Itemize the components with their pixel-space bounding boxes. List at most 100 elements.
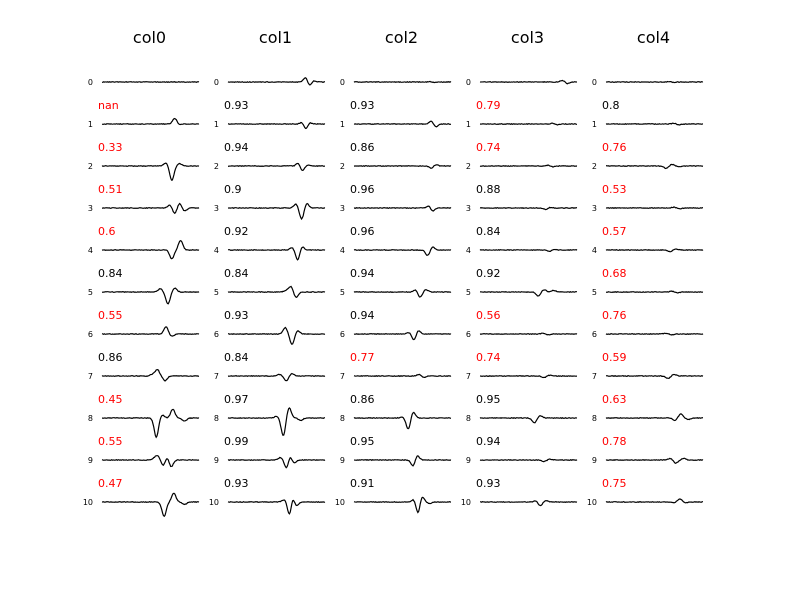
score-label: 0.86	[350, 393, 375, 406]
waveform-trace	[605, 248, 704, 253]
score-label: 0.63	[602, 393, 627, 406]
waveform-trace	[479, 164, 578, 168]
score-label: 0.45	[98, 393, 123, 406]
score-label: 0.84	[224, 351, 249, 364]
row-label: 3	[592, 204, 597, 213]
waveform-trace	[353, 411, 452, 430]
waveform-trace	[227, 407, 326, 436]
column-title: col1	[259, 28, 292, 47]
waveform-trace	[479, 248, 578, 253]
row-label: 10	[587, 498, 597, 507]
waveform-trace	[605, 206, 704, 210]
score-label: 0.84	[224, 267, 249, 280]
score-label: 0.33	[98, 141, 123, 154]
score-label: 0.93	[476, 477, 501, 490]
score-label: 0.94	[224, 141, 249, 154]
waveform-trace	[227, 121, 326, 130]
row-label: 5	[214, 288, 219, 297]
row-label: 5	[340, 288, 345, 297]
score-label: 0.88	[476, 183, 501, 196]
row-label: 1	[214, 120, 219, 129]
row-label: 8	[592, 414, 597, 423]
row-label: 8	[466, 414, 471, 423]
row-label: 0	[214, 78, 219, 87]
waveform-trace	[227, 285, 326, 299]
row-label: 9	[88, 456, 93, 465]
score-label: 0.51	[98, 183, 123, 196]
row-label: 2	[88, 162, 93, 171]
waveform-trace	[101, 326, 200, 337]
waveform-trace	[605, 498, 704, 504]
row-label: 3	[340, 204, 345, 213]
score-label: 0.76	[602, 141, 627, 154]
column-title: col4	[637, 28, 670, 47]
score-label: 0.86	[350, 141, 375, 154]
score-label: 0.96	[350, 225, 375, 238]
score-label: 0.47	[98, 477, 123, 490]
row-label: 6	[214, 330, 219, 339]
waveform-trace	[101, 117, 200, 126]
waveform-trace	[101, 202, 200, 215]
waveform-trace	[101, 368, 200, 382]
row-label: 4	[214, 246, 219, 255]
waveform-trace	[101, 81, 200, 83]
score-label: 0.74	[476, 351, 501, 364]
score-label: 0.79	[476, 99, 501, 112]
score-label: 0.84	[98, 267, 123, 280]
score-label: 0.92	[476, 267, 501, 280]
score-label: 0.75	[602, 477, 627, 490]
row-label: 6	[88, 330, 93, 339]
row-label: 8	[340, 414, 345, 423]
waveform-trace	[479, 374, 578, 379]
waveform-trace	[353, 246, 452, 256]
score-label: 0.78	[602, 435, 627, 448]
row-label: 9	[214, 456, 219, 465]
row-label: 3	[466, 204, 471, 213]
waveform-trace	[353, 289, 452, 298]
row-labels: 0123456789100123456789100123456789100123…	[83, 78, 597, 507]
row-label: 9	[340, 456, 345, 465]
score-label: 0.94	[350, 309, 375, 322]
row-label: 1	[466, 120, 471, 129]
score-label: 0.56	[476, 309, 501, 322]
waveform-trace	[479, 332, 578, 336]
waveform-trace	[227, 326, 326, 346]
row-label: 2	[214, 162, 219, 171]
waveform-trace	[353, 496, 451, 514]
waveform-trace	[605, 373, 704, 379]
score-label: 0.93	[224, 99, 249, 112]
score-label: 0.93	[350, 99, 375, 112]
row-label: 5	[88, 288, 93, 297]
score-label: 0.95	[350, 435, 375, 448]
waveform-trace	[353, 120, 452, 128]
waveform-trace	[227, 162, 326, 172]
score-label: 0.92	[224, 225, 249, 238]
waveform-trace	[101, 162, 200, 181]
waveform-trace	[227, 372, 326, 382]
row-label: 1	[88, 120, 93, 129]
score-label: 0.68	[602, 267, 627, 280]
waveform-trace	[353, 373, 452, 379]
row-label: 3	[214, 204, 219, 213]
row-label: 5	[592, 288, 597, 297]
row-label: 10	[83, 498, 93, 507]
score-label: 0.55	[98, 435, 123, 448]
correlation-scores: nan0.330.510.60.840.550.860.450.550.470.…	[98, 99, 627, 490]
waveform-trace	[479, 458, 578, 463]
row-label: 8	[88, 414, 93, 423]
waveform-trace	[605, 413, 704, 422]
waveform-trace	[353, 205, 452, 212]
waveform-trace	[479, 499, 578, 507]
waveform-trace	[605, 163, 704, 170]
score-label: 0.76	[602, 309, 627, 322]
waveform-traces	[101, 77, 704, 518]
waveform-trace	[227, 246, 326, 261]
waveform-trace	[101, 287, 200, 305]
row-label: 10	[209, 498, 219, 507]
waveform-trace	[227, 499, 326, 515]
row-label: 0	[466, 78, 471, 87]
row-label: 2	[340, 162, 345, 171]
waveform-trace	[101, 240, 200, 260]
waveform-trace	[605, 332, 704, 336]
